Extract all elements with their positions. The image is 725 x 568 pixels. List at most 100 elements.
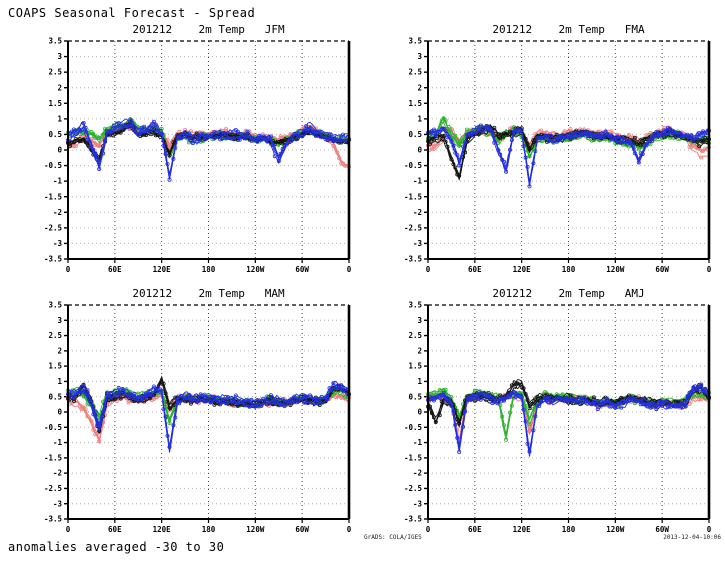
x-tick-label: 60E [108, 525, 122, 534]
y-tick-label: 1 [57, 377, 62, 386]
chart-amj: 3.5 3 2.5 2 1.5 1 0.5 0 -0.5 -1 -1.5 -2 -2.5 -3 -3.5 0 6… [404, 301, 712, 534]
x-axis-ticks: 0 60E 120E 180 120W 60W 0 [426, 259, 712, 274]
anomalies-note: anomalies averaged -30 to 30 [8, 540, 225, 554]
y-tick-label: -1 [413, 438, 423, 447]
x-tick-label: 120E [153, 525, 172, 534]
y-tick-label: -3 [413, 499, 423, 508]
x-tick-label: 120W [606, 265, 625, 274]
y-tick-label: -3.5 [44, 515, 62, 524]
x-tick-label: 60W [295, 525, 309, 534]
chart-mam: 3.5 3 2.5 2 1.5 1 0.5 0 -0.5 -1 -1.5 -2 -2.5 -3 -3.5 0 6… [44, 301, 352, 534]
x-tick-label: 120W [246, 525, 265, 534]
series-blue [426, 382, 711, 457]
y-tick-label: 0.5 [48, 130, 62, 139]
y-tick-label: 1 [417, 114, 422, 123]
chart-fma: 3.5 3 2.5 2 1.5 1 0.5 0 -0.5 -1 -1.5 -2 -2.5 -3 -3.5 0 6… [404, 37, 712, 274]
y-tick-label: -0.5 [44, 161, 62, 170]
panel-title-amj: 201212 2m Temp AMJ [492, 287, 645, 300]
y-tick-label: -3 [53, 499, 63, 508]
y-tick-label: -2.5 [44, 223, 62, 232]
y-tick-label: 2 [417, 83, 422, 92]
x-axis-ticks: 0 60E 120E 180 120W 60W 0 [66, 519, 352, 534]
y-tick-label: 3 [417, 52, 422, 61]
x-tick-label: 0 [707, 525, 712, 534]
x-tick-label: 180 [562, 265, 576, 274]
y-tick-label: 3.5 [48, 301, 62, 310]
x-axis-ticks: 0 60E 120E 180 120W 60W 0 [66, 259, 352, 274]
y-tick-label: 3.5 [48, 37, 62, 46]
x-tick-label: 0 [66, 525, 71, 534]
y-tick-label: 0.5 [48, 392, 62, 401]
plot-frame [427, 304, 711, 520]
y-axis-ticks: 3.5 3 2.5 2 1.5 1 0.5 0 -0.5 -1 -1.5 -2 -2.5 -3 -3.5 [404, 37, 428, 264]
x-tick-label: 120W [246, 265, 265, 274]
y-tick-label: 3.5 [408, 37, 422, 46]
gridlines [68, 305, 349, 519]
y-tick-label: -2 [413, 469, 422, 478]
plot-frame [67, 40, 351, 260]
timestamp: 2013-12-04-10:06 [663, 534, 721, 541]
y-axis-ticks: 3.5 3 2.5 2 1.5 1 0.5 0 -0.5 -1 -1.5 -2 -2.5 -3 -3.5 [44, 37, 68, 264]
y-tick-label: -0.5 [44, 423, 62, 432]
x-tick-label: 0 [66, 265, 71, 274]
y-tick-label: -0.5 [404, 423, 422, 432]
y-tick-label: 0 [57, 408, 62, 417]
y-tick-label: -2.5 [44, 484, 62, 493]
x-tick-label: 60W [655, 525, 669, 534]
y-tick-label: 0 [57, 146, 62, 155]
y-tick-label: 3 [57, 316, 62, 325]
y-tick-label: -2 [413, 208, 422, 217]
chart-jfm: 3.5 3 2.5 2 1.5 1 0.5 0 -0.5 -1 -1.5 -2 -2.5 -3 -3.5 0 6… [44, 37, 352, 274]
y-tick-label: 1 [417, 377, 422, 386]
y-tick-label: 2.5 [408, 68, 422, 77]
x-axis-ticks: 0 60E 120E 180 120W 60W 0 [426, 519, 712, 534]
plot-frame [67, 304, 351, 520]
y-tick-label: 0 [417, 408, 422, 417]
y-tick-label: 3.5 [408, 301, 422, 310]
x-tick-label: 0 [707, 265, 712, 274]
x-tick-label: 180 [202, 525, 216, 534]
y-tick-label: -3.5 [404, 515, 422, 524]
series-blue [66, 380, 351, 453]
gridlines [428, 305, 709, 519]
x-tick-label: 0 [426, 525, 431, 534]
y-tick-label: -1.5 [404, 192, 422, 201]
y-tick-label: 2 [57, 83, 62, 92]
y-tick-label: 1.5 [408, 99, 422, 108]
y-tick-label: 2 [417, 346, 422, 355]
y-axis-ticks: 3.5 3 2.5 2 1.5 1 0.5 0 -0.5 -1 -1.5 -2 -2.5 -3 -3.5 [44, 301, 68, 524]
y-tick-label: -3.5 [404, 255, 422, 264]
x-tick-label: 60E [468, 265, 482, 274]
y-tick-label: -3 [53, 239, 63, 248]
y-tick-label: -1 [53, 438, 63, 447]
x-tick-label: 180 [202, 265, 216, 274]
y-tick-label: 1.5 [48, 99, 62, 108]
panel-title-jfm: 201212 2m Temp JFM [132, 23, 285, 36]
x-tick-label: 60E [468, 525, 482, 534]
y-tick-label: -1.5 [404, 453, 422, 462]
x-tick-label: 180 [562, 525, 576, 534]
y-tick-label: -3 [413, 239, 423, 248]
y-tick-label: -1.5 [44, 192, 62, 201]
y-tick-label: 2.5 [408, 331, 422, 340]
y-tick-label: -1.5 [44, 453, 62, 462]
y-tick-label: 2.5 [48, 68, 62, 77]
gridlines [68, 41, 349, 259]
grads-stamp: GrADS: COLA/IGES [364, 534, 422, 541]
page-title: COAPS Seasonal Forecast - Spread [8, 6, 256, 20]
x-tick-label: 60W [295, 265, 309, 274]
y-tick-label: 0.5 [408, 392, 422, 401]
y-tick-label: 1 [57, 114, 62, 123]
x-tick-label: 60W [655, 265, 669, 274]
y-axis-ticks: 3.5 3 2.5 2 1.5 1 0.5 0 -0.5 -1 -1.5 -2 -2.5 -3 -3.5 [404, 301, 428, 524]
y-tick-label: 3 [417, 316, 422, 325]
x-tick-label: 120W [606, 525, 625, 534]
y-tick-label: 1.5 [408, 362, 422, 371]
series-blue [66, 117, 351, 182]
y-tick-label: -2 [53, 208, 62, 217]
x-tick-label: 0 [347, 265, 352, 274]
y-tick-label: 2.5 [48, 331, 62, 340]
series-blue [426, 123, 711, 189]
y-tick-label: -2.5 [404, 484, 422, 493]
gridlines [428, 41, 709, 259]
